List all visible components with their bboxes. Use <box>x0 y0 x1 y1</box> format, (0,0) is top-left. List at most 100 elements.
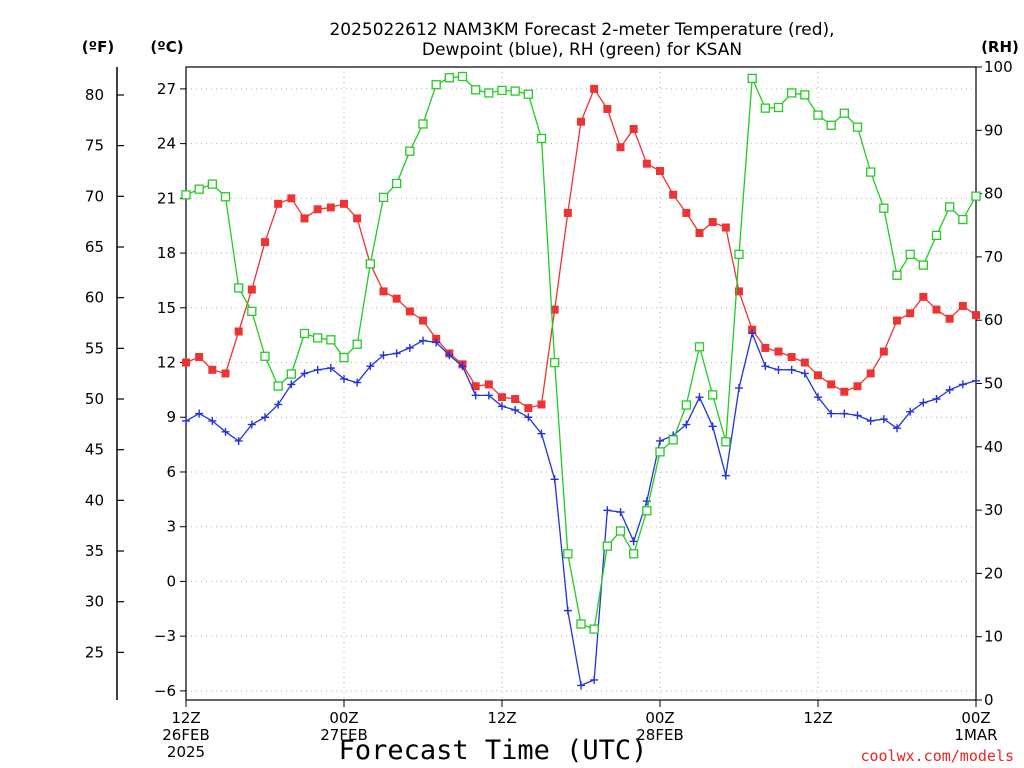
dewpoint-point <box>814 393 822 402</box>
dewpoint-point <box>840 409 849 418</box>
celsius-tick-label: 3 <box>166 518 176 536</box>
time-tick-label: 00Z 28FEB <box>636 709 683 744</box>
rh-point <box>773 102 784 113</box>
celsius-tick-label: −6 <box>154 682 176 700</box>
celsius-tick-label: 9 <box>166 408 176 426</box>
celsius-tick-label: −3 <box>154 627 176 645</box>
rh-tick-label: 70 <box>984 248 1003 266</box>
temperature-point <box>221 369 230 378</box>
temperature-point <box>761 343 770 352</box>
rh-point <box>708 390 718 400</box>
dewpoint-point <box>616 508 625 517</box>
rh-point <box>260 351 270 361</box>
rh-point <box>813 110 823 120</box>
dewpoint-point <box>906 407 915 416</box>
series-layer <box>181 71 981 690</box>
rh-point <box>207 179 217 189</box>
rh-point <box>418 119 428 129</box>
rh-point <box>326 335 336 345</box>
rh-point <box>313 333 323 343</box>
rh-point <box>602 541 612 551</box>
dewpoint-point <box>853 411 862 420</box>
rh-tick-label: 60 <box>984 311 1003 329</box>
temperature-point <box>392 294 401 303</box>
dewpoint-point <box>774 365 783 374</box>
dewpoint-point <box>866 416 875 425</box>
rh-point <box>642 506 652 516</box>
celsius-tick-label: 24 <box>157 135 176 153</box>
rh-point <box>484 88 494 98</box>
dewpoint-point <box>590 675 599 684</box>
fahrenheit-tick-label: 40 <box>85 491 104 509</box>
fahrenheit-tick-label: 25 <box>85 643 104 661</box>
rh-point <box>181 190 191 200</box>
temperature-point <box>800 358 809 367</box>
time-tick-label-line: 12Z <box>803 709 832 727</box>
time-tick-label-line: 00Z <box>329 709 358 727</box>
dewpoint-point <box>366 362 375 371</box>
rh-point <box>655 447 665 457</box>
rh-point <box>629 549 639 559</box>
rh-point <box>839 108 849 118</box>
temperature-point <box>405 307 414 316</box>
dewpoint-point <box>958 380 967 389</box>
dewpoint-point <box>195 409 204 418</box>
rh-tick-label: 80 <box>984 185 1003 203</box>
temperature-point <box>906 309 915 318</box>
rh-point <box>681 400 691 410</box>
dewpoint-point <box>326 363 335 372</box>
dewpoint-point <box>932 395 941 404</box>
dewpoint-point <box>629 537 638 546</box>
temperature-point <box>208 365 217 374</box>
dewpoint-point <box>919 398 928 407</box>
series-rh <box>181 71 981 634</box>
dewpoint-point <box>708 422 717 431</box>
temperature-point <box>866 369 875 378</box>
rh-tick-label: 90 <box>984 121 1003 139</box>
rh-point <box>945 202 955 212</box>
time-tick-label-line: 12Z <box>487 709 516 727</box>
dewpoint-point <box>550 475 559 484</box>
temperature-point <box>300 214 309 223</box>
temperature-point <box>577 117 585 126</box>
dewpoint-point <box>484 391 493 400</box>
temperature-point <box>787 353 796 362</box>
temperature-point <box>484 380 493 389</box>
temperature-point <box>629 125 638 134</box>
rh-point <box>457 71 468 82</box>
rh-point <box>352 339 362 349</box>
rh-point <box>273 381 283 391</box>
temperature-point <box>879 347 888 356</box>
dewpoint-point <box>287 380 296 389</box>
dewpoint-point <box>182 416 190 425</box>
celsius-tick-label: 27 <box>157 80 176 98</box>
credit-text: coolwx.com/models <box>860 747 1014 765</box>
rh-point <box>392 178 402 189</box>
dewpoint-point <box>221 427 230 436</box>
time-tick-label-line: 2025 <box>167 743 205 761</box>
rh-point <box>299 328 310 339</box>
time-tick-label-line: 28FEB <box>636 726 683 744</box>
celsius-tick-label: 18 <box>157 244 176 262</box>
dewpoint-point <box>735 384 743 393</box>
rh-point <box>510 86 520 96</box>
temperature-point <box>972 311 980 320</box>
dewpoint-point <box>800 369 809 378</box>
fahrenheit-tick-label: 60 <box>85 289 104 307</box>
rh-point <box>958 214 968 225</box>
temperature-point <box>234 327 243 336</box>
dewpoint-point <box>893 424 901 433</box>
rh-point <box>826 120 836 130</box>
temperature-point <box>471 382 480 391</box>
rh-point <box>866 167 876 177</box>
temperature-point <box>326 203 335 212</box>
fahrenheit-tick-label: 45 <box>85 441 104 459</box>
temperature-point <box>419 316 427 325</box>
dewpoint-point <box>682 420 691 429</box>
temperature-point <box>379 287 388 296</box>
time-tick-label: 00Z 27FEB <box>320 709 367 744</box>
rh-point <box>563 549 573 559</box>
temperature-point <box>669 190 678 199</box>
temperature-point <box>550 305 559 314</box>
fahrenheit-tick-label: 35 <box>85 542 104 560</box>
